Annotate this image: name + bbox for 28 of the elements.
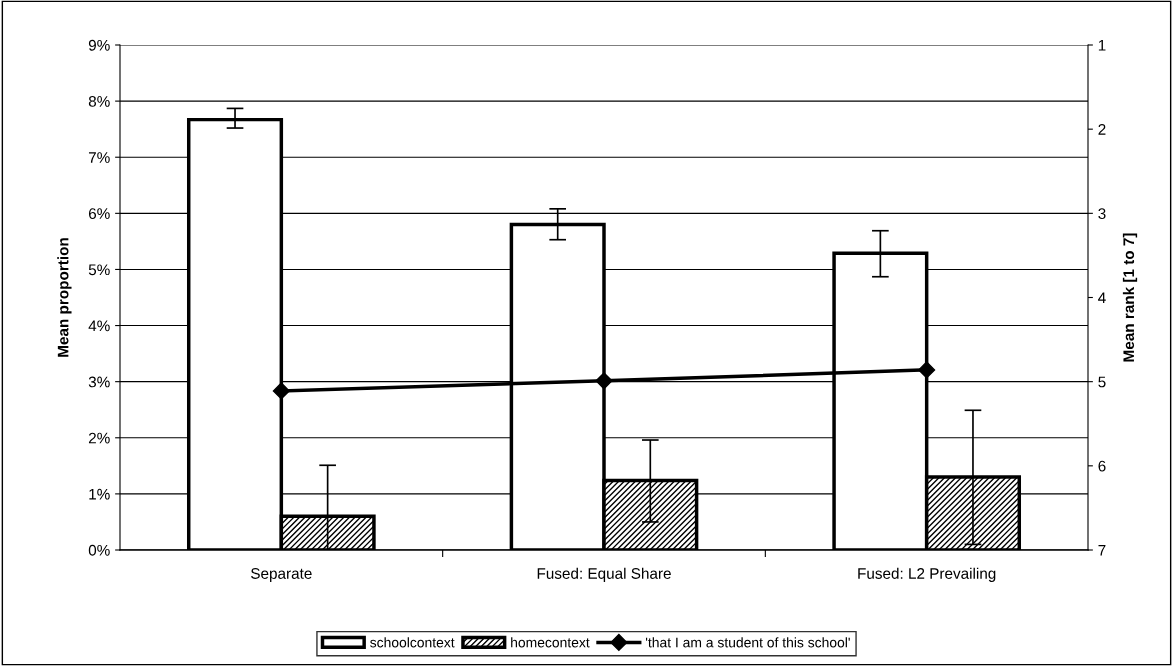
- y-tick-label: 1%: [89, 488, 110, 500]
- y-tick-label: 8%: [88, 95, 110, 107]
- y2-tick-label: 1: [1098, 40, 1106, 51]
- legend-label: schoolcontext: [370, 637, 455, 648]
- y-tick-label: 0%: [88, 544, 110, 556]
- point: [595, 372, 613, 390]
- y-tick-label: 5%: [88, 264, 110, 276]
- y2-tick-label: 3: [1098, 208, 1106, 220]
- y-axis-title: Mean proportion: [57, 238, 72, 357]
- y2-tick-label: 7: [1098, 545, 1106, 556]
- legend-label: homecontext: [511, 637, 590, 648]
- y2-axis-title: Mean rank [1 to 7]: [1122, 233, 1138, 362]
- y2-tick-label: 2: [1098, 124, 1106, 135]
- y2-tick-label: 5: [1098, 376, 1106, 388]
- legend-label: 'that I am a student of this school': [645, 637, 850, 648]
- point: [918, 361, 936, 379]
- x-tick-label: Separate: [251, 568, 312, 582]
- point: [272, 382, 290, 400]
- y-tick-label: 2%: [88, 432, 110, 444]
- x-tick-label: Fused: L2 Prevailing: [858, 567, 996, 582]
- y-tick-label: 7%: [88, 152, 110, 163]
- y-tick-label: 9%: [88, 39, 110, 51]
- y-tick-label: 6%: [88, 208, 110, 220]
- y2-tick-label: 6: [1098, 460, 1106, 472]
- x-tick-label: Fused: Equal Share: [537, 567, 671, 582]
- y-tick-label: 4%: [88, 320, 110, 332]
- y2-tick-label: 4: [1098, 292, 1106, 304]
- y-tick-label: 3%: [88, 376, 110, 388]
